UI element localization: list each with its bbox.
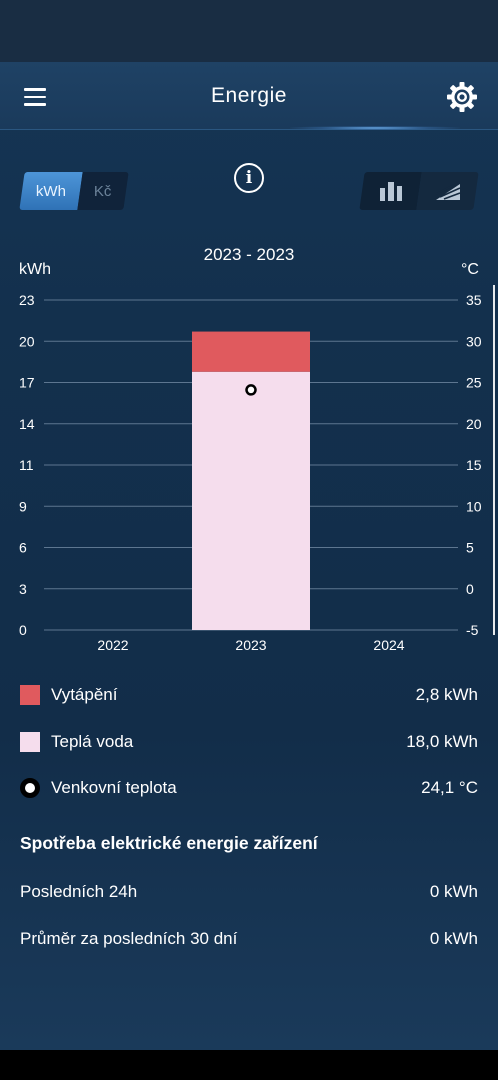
system-navigation-bar [0,1050,498,1080]
unit-czk-label: Kč [94,182,112,200]
y-tick-label: 0 [19,622,27,638]
energy-screen: Energie kWh Kč i [0,0,498,1050]
bar-segment [192,331,310,372]
bar-chart-view-button[interactable] [359,172,422,210]
y2-tick-label: 20 [466,416,482,432]
y-tick-label: 20 [19,333,35,349]
y-tick-label: 11 [19,457,34,473]
unit-kwh-button[interactable]: kWh [19,172,83,210]
legend-hot-water: Teplá voda 18,0 kWh [20,727,478,757]
legend-label: Venkovní teplota [51,778,177,797]
unit-kwh-label: kWh [36,182,66,200]
status-bar [0,0,498,62]
area-chart-view-button[interactable] [416,172,479,210]
y-tick-label: 14 [19,416,35,432]
app-bar [0,62,498,130]
unit-czk-button[interactable]: Kč [77,172,129,210]
y-tick-label: 3 [19,581,27,597]
heating-swatch [20,685,40,705]
chart-period-title: 2023 - 2023 [203,245,295,264]
bar-segment [192,371,310,630]
stat-row-last-24h: Posledních 24h 0 kWh [20,882,478,902]
gear-icon[interactable] [444,79,480,115]
stat-value: 0 kWh [429,929,478,948]
info-icon[interactable]: i [234,163,264,193]
y2-tick-label: 15 [466,457,482,473]
legend-value: 2,8 kWh [415,685,478,704]
hot-water-swatch [20,732,40,752]
y2-tick-label: 0 [466,581,474,597]
app-bar-glow [290,126,460,130]
hamburger-menu-icon[interactable] [18,80,52,114]
stat-label: Posledních 24h [20,882,138,901]
legend-label: Teplá voda [51,732,134,751]
y2-tick-label: 30 [466,333,482,349]
stat-label: Průměr za posledních 30 dní [20,929,238,948]
x-tick-label: 2023 [235,637,266,653]
stat-value: 0 kWh [429,882,478,901]
area-chart-icon [435,181,460,200]
y-tick-label: 23 [19,292,35,308]
x-tick-label: 2024 [373,637,404,653]
temperature-point [245,384,257,396]
y2-tick-label: 25 [466,375,482,391]
chart-view-toggle [359,172,479,210]
y2-tick-label: -5 [466,622,479,638]
unit-toggle: kWh Kč [19,172,129,210]
y-tick-label: 6 [19,540,27,556]
scroll-indicator [493,285,495,635]
y2-tick-label: 35 [466,292,482,308]
y-tick-label: 17 [19,375,35,391]
legend-value: 18,0 kWh [406,732,478,751]
stat-row-30-day-average: Průměr za posledních 30 dní 0 kWh [20,929,478,949]
legend-outdoor-temperature: Venkovní teplota 24,1 °C [20,773,478,803]
temperature-dot-icon [20,778,40,798]
y2-tick-label: 5 [466,540,474,556]
legend-heating: Vytápění 2,8 kWh [20,680,478,710]
legend-label: Vytápění [51,685,118,704]
y-tick-label: 9 [19,498,27,514]
page-title: Energie [211,84,287,107]
x-tick-label: 2022 [97,637,128,653]
y-axis-unit-left: kWh [19,261,51,278]
legend-value: 24,1 °C [421,778,478,797]
device-consumption-title: Spotřeba elektrické energie zařízení [20,833,318,853]
y-axis-unit-right: °C [461,261,479,278]
bar-chart-icon [379,182,402,201]
y2-tick-label: 10 [466,498,482,514]
